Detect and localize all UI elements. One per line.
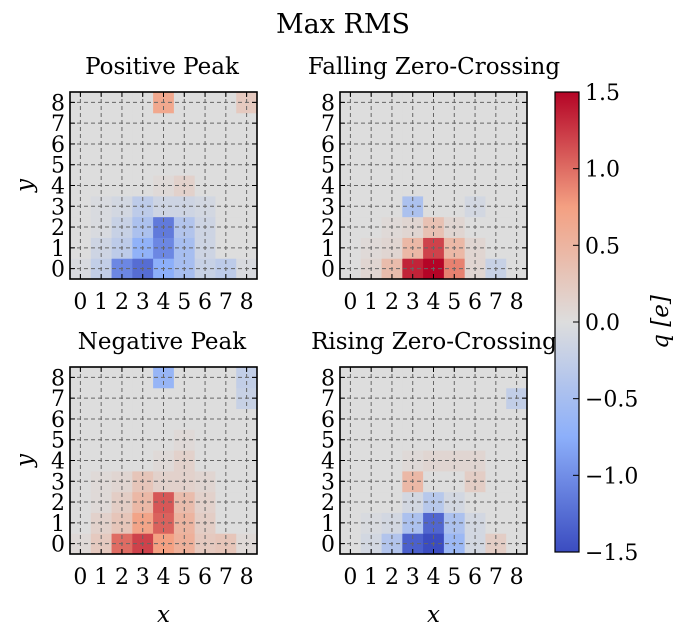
y-tick-label: 8: [51, 91, 65, 116]
panel-title: Negative Peak: [78, 329, 247, 355]
x-tick-label: 5: [447, 290, 461, 315]
y-tick-label: 2: [51, 491, 65, 516]
x-tick-label: 2: [385, 565, 399, 590]
colorbar-tick-label: 0.5: [585, 234, 620, 259]
colorbar-label: q [e]: [648, 295, 674, 349]
x-tick-label: 7: [219, 565, 233, 590]
y-tick-label: 5: [51, 429, 65, 454]
colorbar: −1.5 −1.0 −0.5 0.0 0.5 1.0 1.5 q [e]: [554, 81, 674, 566]
panel-title: Rising Zero-Crossing: [311, 329, 557, 355]
colorbar-tick-label: −1.5: [585, 541, 638, 566]
x-tick-label: 0: [343, 290, 357, 315]
x-tick-label: 0: [343, 565, 357, 590]
x-tick-label: 4: [427, 290, 441, 315]
x-tick-label: 4: [427, 565, 441, 590]
y-tick-label: 0: [51, 258, 65, 283]
x-axis-label: x: [157, 602, 170, 628]
y-tick-label: 7: [51, 387, 65, 412]
x-tick-label: 8: [510, 565, 524, 590]
x-tick-label: 6: [198, 290, 212, 315]
y-tick-label: 7: [321, 387, 335, 412]
y-tick-label: 5: [321, 429, 335, 454]
y-tick-label: 4: [321, 450, 335, 475]
x-tick-label: 2: [115, 565, 129, 590]
x-tick-label: 6: [468, 565, 482, 590]
x-tick-label: 3: [136, 565, 150, 590]
x-tick-label: 1: [364, 290, 378, 315]
x-tick-label: 3: [406, 290, 420, 315]
y-tick-label: 6: [321, 408, 335, 433]
x-tick-label: 0: [73, 565, 87, 590]
panel-title: Falling Zero-Crossing: [308, 54, 560, 80]
y-tick-label: 2: [51, 216, 65, 241]
y-tick-label: 0: [51, 533, 65, 558]
colorbar-tick-label: −1.0: [585, 464, 638, 489]
y-tick-label: 8: [321, 91, 335, 116]
x-tick-label: 7: [489, 565, 503, 590]
y-tick-label: 2: [321, 491, 335, 516]
x-tick-label: 5: [447, 565, 461, 590]
x-tick-label: 3: [136, 290, 150, 315]
x-tick-label: 6: [468, 290, 482, 315]
y-tick-label: 6: [51, 133, 65, 158]
y-tick-label: 1: [321, 237, 335, 262]
y-tick-label: 1: [51, 512, 65, 537]
y-tick-label: 4: [321, 175, 335, 200]
panel-title: Positive Peak: [85, 54, 240, 80]
x-tick-label: 8: [510, 290, 524, 315]
x-tick-label: 3: [406, 565, 420, 590]
y-tick-label: 3: [51, 195, 65, 220]
y-tick-label: 0: [321, 258, 335, 283]
x-tick-label: 7: [219, 290, 233, 315]
x-tick-label: 1: [94, 565, 108, 590]
x-tick-label: 2: [385, 290, 399, 315]
y-tick-label: 5: [321, 154, 335, 179]
y-tick-label: 1: [51, 237, 65, 262]
heatmap-panels: Positive Peak001122334455667788yFalling …: [12, 54, 560, 628]
x-tick-label: 8: [240, 290, 254, 315]
colorbar-tick-label: 0.0: [585, 311, 620, 336]
y-tick-label: 8: [51, 366, 65, 391]
y-tick-label: 4: [51, 175, 65, 200]
y-tick-label: 2: [321, 216, 335, 241]
y-axis-label: y: [12, 178, 38, 193]
x-tick-label: 6: [198, 565, 212, 590]
y-tick-label: 7: [321, 112, 335, 137]
colorbar-tick-label: 1.5: [585, 81, 620, 106]
x-tick-label: 4: [157, 290, 171, 315]
x-tick-label: 5: [177, 290, 191, 315]
y-tick-label: 8: [321, 366, 335, 391]
x-tick-label: 5: [177, 565, 191, 590]
y-tick-label: 0: [321, 533, 335, 558]
x-tick-label: 1: [94, 290, 108, 315]
x-tick-label: 8: [240, 565, 254, 590]
colorbar-tick-label: 1.0: [585, 158, 620, 183]
y-tick-label: 6: [321, 133, 335, 158]
x-tick-label: 4: [157, 565, 171, 590]
x-tick-label: 7: [489, 290, 503, 315]
x-axis-label: x: [427, 602, 440, 628]
x-tick-label: 0: [73, 290, 87, 315]
y-tick-label: 3: [321, 470, 335, 495]
y-tick-label: 7: [51, 112, 65, 137]
y-tick-label: 6: [51, 408, 65, 433]
y-tick-label: 5: [51, 154, 65, 179]
y-axis-label: y: [12, 453, 38, 468]
y-tick-label: 1: [321, 512, 335, 537]
y-tick-label: 3: [51, 470, 65, 495]
x-tick-label: 1: [364, 565, 378, 590]
colorbar-tick-label: −0.5: [585, 388, 638, 413]
x-tick-label: 2: [115, 290, 129, 315]
figure-title: Max RMS: [276, 9, 410, 40]
y-tick-label: 4: [51, 450, 65, 475]
y-tick-label: 3: [321, 195, 335, 220]
